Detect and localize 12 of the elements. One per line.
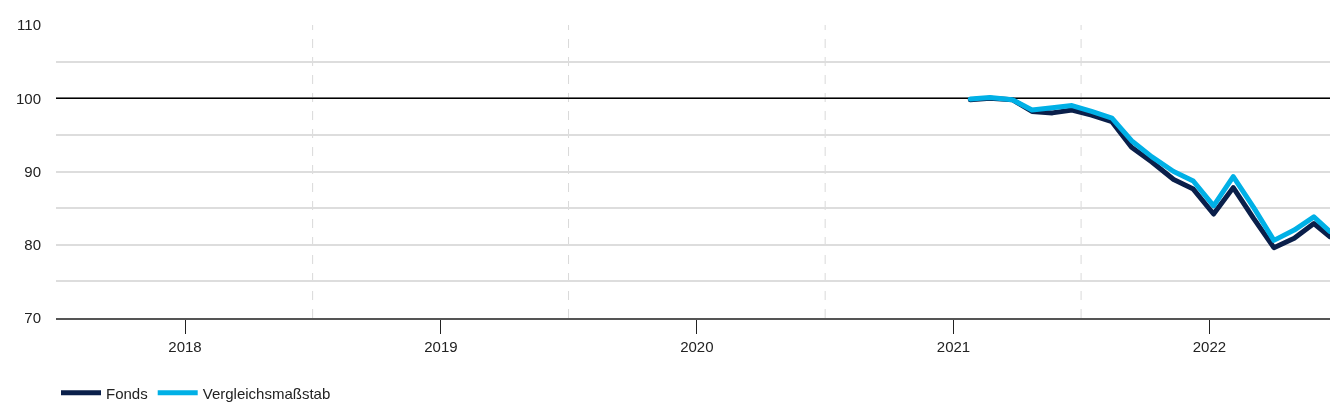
legend-label: Fonds: [106, 384, 148, 402]
y-tick-label: 80: [24, 236, 41, 253]
x-tick-label: 2020: [680, 338, 714, 355]
y-tick-label: 70: [24, 309, 41, 327]
y-tick-label: 90: [24, 162, 41, 180]
x-tick-label: 2022: [1192, 338, 1227, 355]
y-tick-label: 100: [15, 89, 41, 107]
y-tick-label: 110: [17, 16, 41, 34]
x-tick-label: 2019: [424, 338, 458, 355]
legend-label: Vergleichsmaßstab: [202, 384, 331, 402]
x-tick-label: 2021: [936, 338, 971, 355]
x-tick-label: 2018: [168, 338, 202, 355]
